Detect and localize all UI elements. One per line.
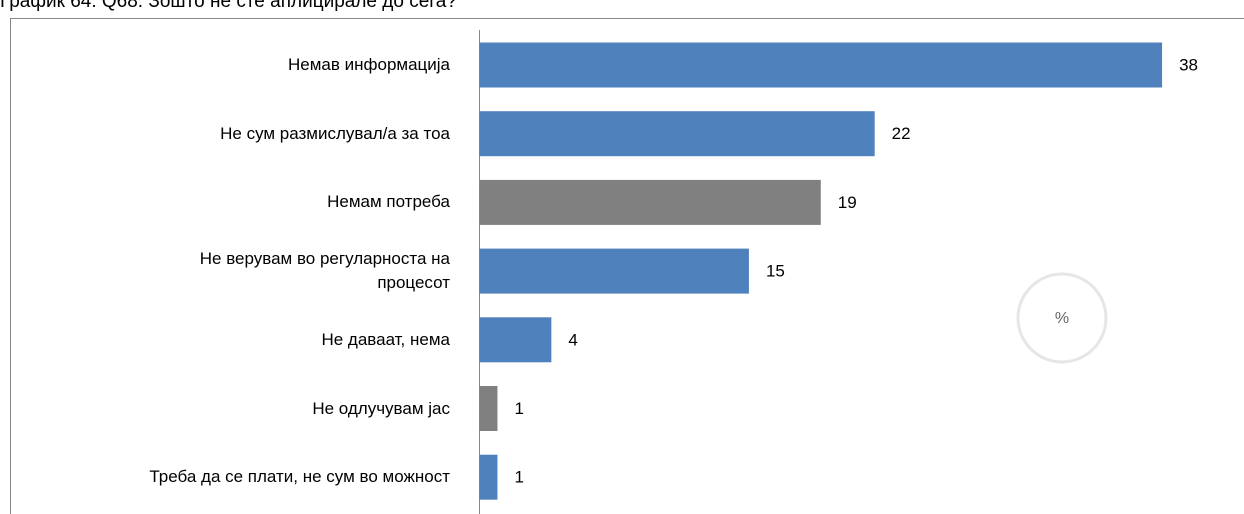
chart-title: График 64: Q68. Зошто не сте аплицирале … [0, 0, 457, 12]
unit-label: % [1055, 310, 1069, 327]
bar [479, 42, 1163, 88]
value-label: 15 [766, 262, 785, 281]
bar [479, 179, 821, 225]
chart-frame [10, 18, 1244, 514]
category-label: Немам потреба [327, 192, 450, 212]
value-label: 1 [514, 399, 523, 418]
bar [479, 111, 875, 157]
category-label: Немав информација [287, 55, 450, 74]
value-label: 19 [838, 193, 857, 212]
bar [479, 317, 552, 363]
bar [479, 454, 498, 500]
bar [479, 248, 749, 294]
unit-badge [1016, 272, 1108, 364]
category-label: Треба да се плати, не сум во можност [149, 467, 450, 487]
value-label: 1 [514, 468, 523, 487]
bar [479, 386, 498, 431]
category-label: Не одлучувам јас [312, 398, 450, 418]
value-label: 22 [892, 124, 911, 143]
value-label: 4 [568, 330, 577, 349]
category-label: Не сум размислувал/а за тоа [220, 123, 450, 143]
category-label: Не даваат, нема [321, 329, 450, 349]
category-label: Не верувам во регуларноста на процесот [199, 249, 450, 293]
value-label: 38 [1179, 55, 1198, 74]
